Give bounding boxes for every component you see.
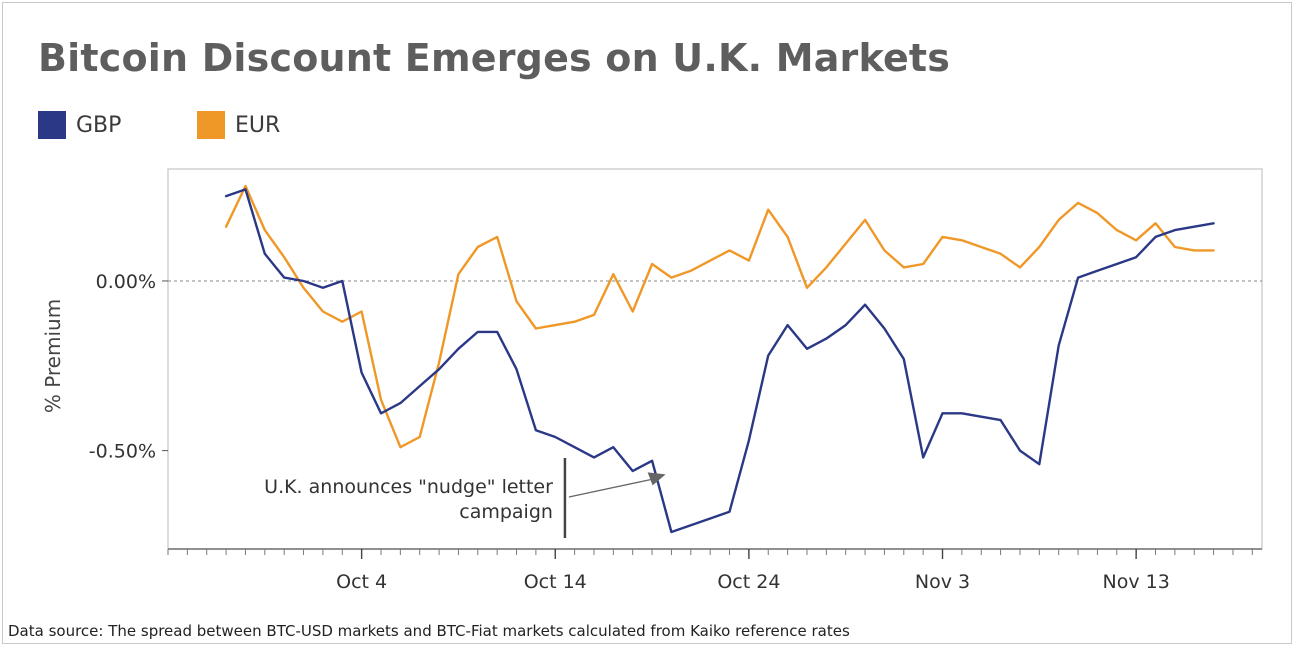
x-tick-label: Nov 3	[915, 571, 970, 593]
x-tick-label: Nov 13	[1102, 571, 1169, 593]
x-tick-label: Oct 24	[717, 571, 780, 593]
y-tick-label: 0.00%	[96, 271, 156, 293]
y-axis-title: % Premium	[41, 299, 65, 413]
legend-swatch-gbp	[38, 111, 66, 139]
annotation-text: U.K. announces "nudge" letter	[264, 476, 553, 498]
series-line-eur	[224, 184, 1215, 449]
annotation-text: campaign	[459, 501, 553, 523]
y-tick-label: -0.50%	[89, 441, 156, 463]
legend-item-gbp: GBP	[38, 110, 121, 140]
chart-title: Bitcoin Discount Emerges on U.K. Markets	[38, 36, 951, 80]
x-tick-label: Oct 14	[524, 571, 587, 593]
legend-label-gbp: GBP	[76, 112, 122, 138]
annotation-arrow-line	[568, 478, 652, 498]
data-source-note: Data source: The spread between BTC-USD …	[8, 622, 850, 640]
legend-item-eur: EUR	[197, 110, 280, 140]
series-line-gbp	[224, 188, 1215, 534]
legend-label-eur: EUR	[235, 112, 281, 138]
annotation-arrow-head	[647, 472, 666, 486]
x-tick-label: Oct 4	[336, 571, 387, 593]
legend-swatch-eur	[197, 111, 225, 139]
plot-area	[167, 168, 1263, 550]
